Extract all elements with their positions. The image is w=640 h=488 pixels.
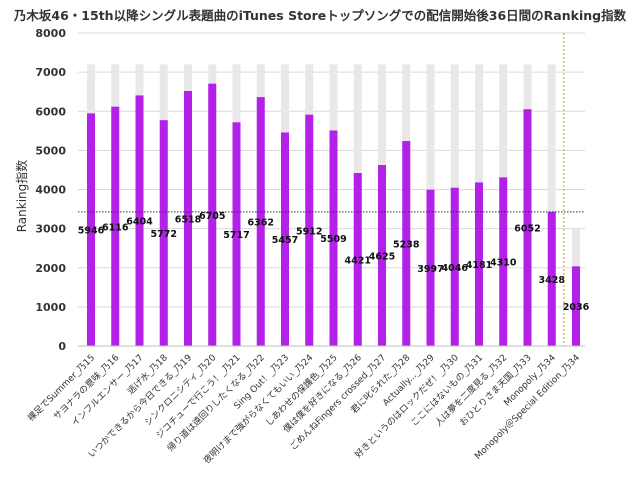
y-tick-label: 6000	[35, 105, 66, 118]
data-label: 2036	[563, 302, 590, 313]
data-label: 6362	[248, 218, 274, 229]
y-axis-label: Ranking指数	[14, 160, 29, 233]
data-label: 5457	[272, 235, 298, 246]
value-bar	[87, 113, 95, 346]
value-bar	[378, 165, 386, 346]
value-bar	[135, 95, 144, 346]
data-label: 5946	[78, 226, 105, 237]
data-label: 5772	[151, 229, 177, 240]
background-bar	[547, 64, 556, 347]
y-tick-label: 8000	[35, 27, 66, 40]
data-label: 4421	[345, 256, 371, 267]
value-bar	[159, 120, 168, 346]
y-tick-label: 0	[58, 340, 66, 353]
data-label: 3428	[539, 275, 566, 286]
value-bar	[523, 109, 532, 346]
x-axis-category-labels: 裸足でSummer_乃15サヨナラの意味_乃16インフルエンサー_乃17逃げ水_…	[25, 351, 582, 466]
value-bar	[208, 83, 217, 347]
value-bar	[547, 211, 556, 346]
data-label: 3997	[417, 264, 443, 275]
y-tick-label: 7000	[35, 66, 66, 79]
data-label: 5509	[320, 234, 346, 245]
data-label: 5717	[223, 230, 249, 241]
y-tick-label: 2000	[35, 262, 66, 275]
y-tick-label: 3000	[35, 223, 66, 236]
value-bar	[256, 97, 265, 346]
data-label: 5238	[393, 240, 420, 251]
data-label: 6518	[175, 214, 202, 225]
data-label: 4625	[369, 252, 395, 263]
value-bar	[281, 132, 289, 346]
value-bar	[184, 90, 192, 347]
value-bar	[305, 114, 314, 347]
data-label: 4046	[442, 263, 469, 274]
data-label: 4181	[466, 260, 492, 271]
y-axis-ticks: 0 1000 2000 3000 4000 5000 6000 7000 8000	[35, 27, 66, 353]
y-tick-label: 4000	[35, 184, 66, 197]
data-label: 4310	[490, 258, 517, 269]
value-bar	[426, 189, 435, 346]
data-label: 6116	[102, 222, 129, 233]
value-bar	[499, 177, 508, 346]
value-bar	[572, 266, 580, 346]
value-bar	[402, 141, 411, 346]
y-tick-label: 5000	[35, 144, 66, 157]
value-bar	[475, 182, 483, 346]
data-label: 6705	[199, 211, 225, 222]
chart-title: 乃木坂46・15th以降シングル表題曲のiTunes Storeトップソングでの…	[13, 8, 627, 23]
value-bar	[111, 106, 120, 346]
value-bars	[87, 83, 580, 347]
value-bar	[450, 187, 459, 346]
y-tick-label: 1000	[35, 301, 66, 314]
data-label: 5912	[296, 226, 322, 237]
value-bar	[329, 130, 338, 346]
data-label: 6404	[126, 217, 153, 228]
value-bar	[232, 122, 241, 346]
data-label: 6052	[514, 224, 540, 235]
value-bar	[353, 173, 362, 346]
